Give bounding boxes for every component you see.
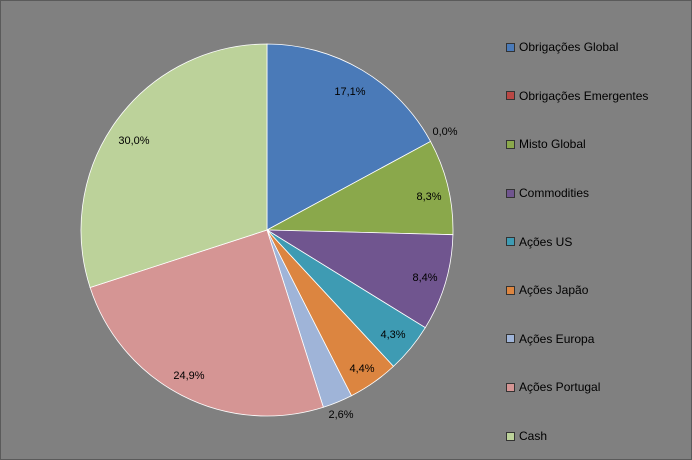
legend-swatch: [506, 431, 515, 441]
legend-label: Obrigações Emergentes: [519, 88, 649, 103]
legend-swatch: [506, 382, 515, 392]
legend-label: Misto Global: [519, 137, 586, 152]
slice-data-label: 4,3%: [380, 329, 405, 341]
slice-data-label: 17,1%: [334, 86, 365, 98]
legend-entry: Cash: [506, 412, 691, 460]
legend: Obrigações Global Obrigações Emergentes Mi…: [506, 23, 691, 460]
legend-swatch: [506, 237, 515, 247]
legend-label: Obrigações Global: [519, 40, 619, 55]
slice-data-label: 30,0%: [118, 135, 149, 147]
pie-slice: [265, 140, 454, 236]
legend-label: Ações Portugal: [519, 380, 601, 395]
legend-swatch: [506, 188, 515, 198]
legend-entry: Ações US: [506, 217, 691, 266]
legend-swatch: [506, 139, 515, 149]
legend-entry: Obrigações Emergentes: [506, 72, 691, 121]
legend-label: Commodities: [519, 186, 590, 201]
legend-entry: Commodities: [506, 169, 691, 218]
slice-data-label: 0,0%: [432, 126, 457, 138]
legend-entry: Misto Global: [506, 120, 691, 169]
legend-label: Ações Europa: [519, 331, 595, 346]
legend-entry: Ações Europa: [506, 315, 691, 364]
legend-label: Ações Japão: [519, 283, 589, 298]
legend-entry: Ações Portugal: [506, 363, 691, 412]
legend-swatch: [506, 285, 515, 295]
legend-swatch: [506, 91, 515, 101]
legend-swatch: [506, 334, 515, 344]
pie-slice: [80, 43, 268, 288]
legend-label: Ações US: [519, 234, 573, 249]
slice-data-label: 24,9%: [173, 370, 204, 382]
legend-entry: Ações Japão: [506, 266, 691, 315]
slice-data-label: 8,3%: [416, 191, 441, 203]
pie-slice: [89, 229, 324, 417]
pie-slice: [266, 43, 432, 231]
slice-data-label: 2,6%: [328, 409, 353, 421]
legend-label: Cash: [519, 429, 548, 444]
slice-data-label: 8,4%: [412, 272, 437, 284]
legend-swatch: [506, 42, 515, 52]
pie-chart: 17,1% 0,0% 8,3% 8,4% 4,3% 4,4% 2,6% 24,9% 30,0%: [80, 43, 458, 421]
legend-entry: Obrigações Global: [506, 23, 691, 72]
slice-data-label: 4,4%: [349, 363, 374, 375]
pie-slice: [265, 229, 454, 329]
